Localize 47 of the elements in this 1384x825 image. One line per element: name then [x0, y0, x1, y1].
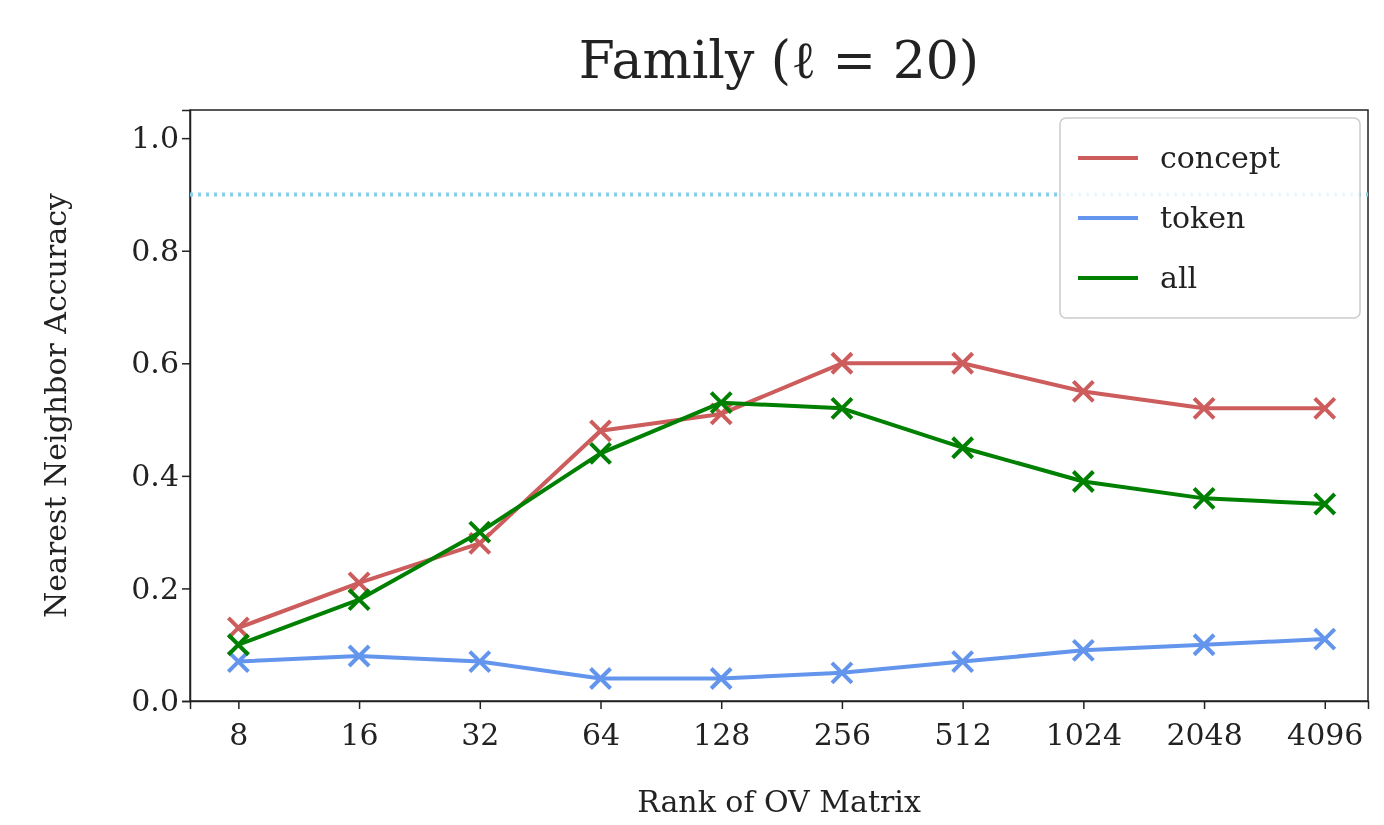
point — [950, 435, 975, 460]
point — [1071, 379, 1096, 404]
point — [588, 418, 613, 443]
point — [709, 390, 734, 415]
x-tick-label: 8 — [229, 717, 249, 752]
legend-label: concept — [1160, 140, 1280, 175]
x-tick-label: 16 — [340, 717, 379, 752]
point — [950, 351, 975, 376]
y-tick-label: 0.4 — [131, 457, 179, 493]
point — [1071, 469, 1096, 494]
point — [588, 441, 613, 466]
point — [829, 660, 854, 685]
point — [467, 649, 492, 674]
legend-label: all — [1160, 260, 1198, 295]
x-tick-label: 32 — [461, 717, 500, 752]
legend-label: token — [1160, 200, 1246, 235]
y-axis-title: Nearest Neighbor Accuracy — [38, 193, 73, 618]
point — [709, 666, 734, 691]
x-axis-title: Rank of OV Matrix — [637, 784, 921, 819]
y-tick-label: 0.0 — [131, 683, 179, 719]
y-tick-label: 1.0 — [131, 120, 179, 156]
point — [347, 643, 372, 668]
y-tick-label: 0.6 — [131, 345, 179, 381]
point — [347, 587, 372, 612]
x-tick-label: 2048 — [1166, 717, 1243, 752]
x-tick-label: 1024 — [1045, 717, 1123, 752]
point — [1192, 396, 1217, 421]
point — [1312, 492, 1337, 516]
point — [226, 632, 251, 657]
y-tick-label: 0.8 — [131, 232, 179, 268]
x-tick-label: 256 — [813, 717, 872, 752]
point — [467, 520, 492, 545]
point — [829, 351, 854, 376]
point — [829, 396, 854, 421]
y-tick-label: 0.2 — [131, 570, 179, 606]
point — [1312, 627, 1337, 652]
x-tick-label: 512 — [934, 717, 992, 752]
x-tick-label: 64 — [581, 717, 621, 752]
point — [1071, 638, 1096, 663]
point — [588, 666, 613, 691]
point — [1192, 486, 1217, 511]
point — [1312, 396, 1337, 421]
point — [1192, 632, 1217, 657]
x-tick-label: 128 — [693, 717, 751, 752]
chart-title: Family (ℓ = 20) — [578, 30, 980, 90]
x-tick-label: 4096 — [1287, 717, 1364, 752]
point — [950, 649, 975, 674]
